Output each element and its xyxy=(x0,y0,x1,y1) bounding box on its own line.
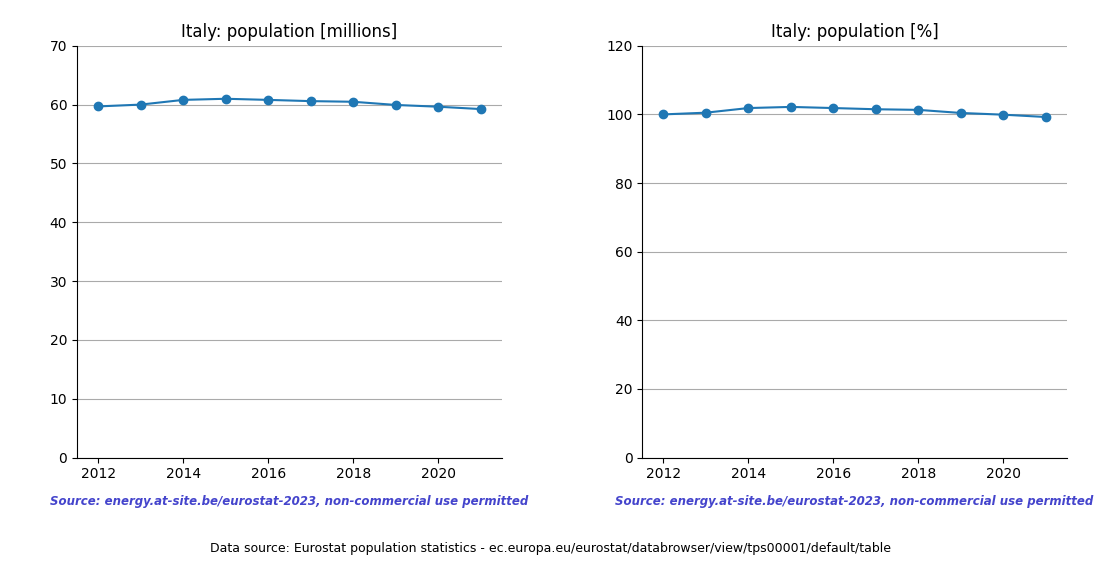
Text: Source: energy.at-site.be/eurostat-2023, non-commercial use permitted: Source: energy.at-site.be/eurostat-2023,… xyxy=(51,495,529,508)
Text: Source: energy.at-site.be/eurostat-2023, non-commercial use permitted: Source: energy.at-site.be/eurostat-2023,… xyxy=(615,495,1093,508)
Title: Italy: population [%]: Italy: population [%] xyxy=(771,23,938,41)
Text: Data source: Eurostat population statistics - ec.europa.eu/eurostat/databrowser/: Data source: Eurostat population statist… xyxy=(209,542,891,555)
Title: Italy: population [millions]: Italy: population [millions] xyxy=(182,23,397,41)
